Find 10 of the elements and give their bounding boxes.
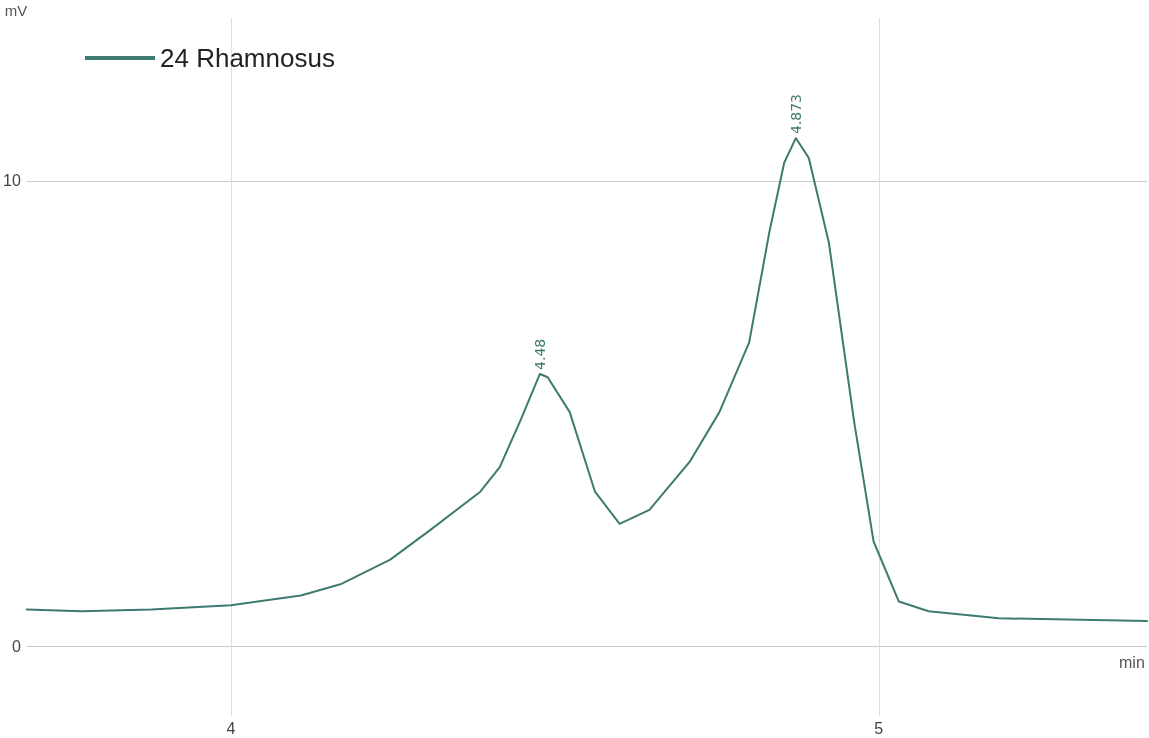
y-axis-title: mV [4,2,28,19]
y-tick-label: 10 [3,172,21,190]
legend-label: 24 Rhamnosus [160,43,335,73]
line-series [25,137,1148,623]
annotation: 4.873 [787,93,804,135]
x-axis-title: min [1119,653,1145,671]
annotation: 4.48 [531,338,548,370]
y-tick-label: 0 [11,637,21,655]
x-tick-label: 4 [226,719,236,737]
x-tick-label: 5 [874,719,884,737]
